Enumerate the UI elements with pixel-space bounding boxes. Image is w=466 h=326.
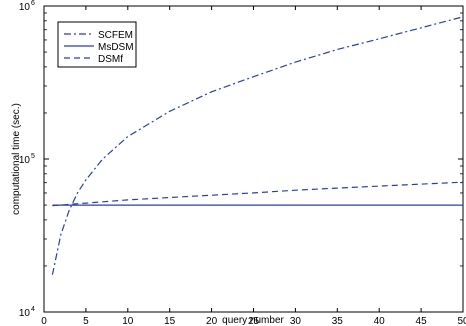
series-layer [51,16,464,275]
x-tick-label: 20 [206,316,218,326]
x-tick-label: 50 [457,316,466,326]
x-tick-label: 0 [41,316,47,326]
x-tick-label: 25 [248,316,260,326]
y-tick-label: 10 [19,2,31,13]
legend-label-dsmf: DSMf [98,54,123,65]
x-tick-label: 35 [332,316,344,326]
x-tick-label: 10 [122,316,134,326]
y-tick-label-exponent: 5 [31,153,35,160]
x-tick-label: 45 [416,316,428,326]
legend-label-msdsm: MsDSM [98,42,134,53]
y-tick-label-exponent: 6 [31,0,35,7]
x-tick-label: 5 [83,316,89,326]
y-tick-label: 10 [19,155,31,166]
x-axis-label: query number [222,315,284,326]
y-tick-label-exponent: 4 [31,306,35,313]
legend-box [57,21,137,68]
legend-label-scfem: SCFEM [98,30,133,41]
series-dsmf-line [52,181,464,207]
x-tick-label: 15 [164,316,176,326]
x-tick-label: 40 [374,316,386,326]
x-tick-label: 30 [290,316,302,326]
series-scfem-line [51,16,464,275]
y-tick-label: 10 [19,308,31,319]
y-axis-label: computational time (sec.) [11,103,22,215]
